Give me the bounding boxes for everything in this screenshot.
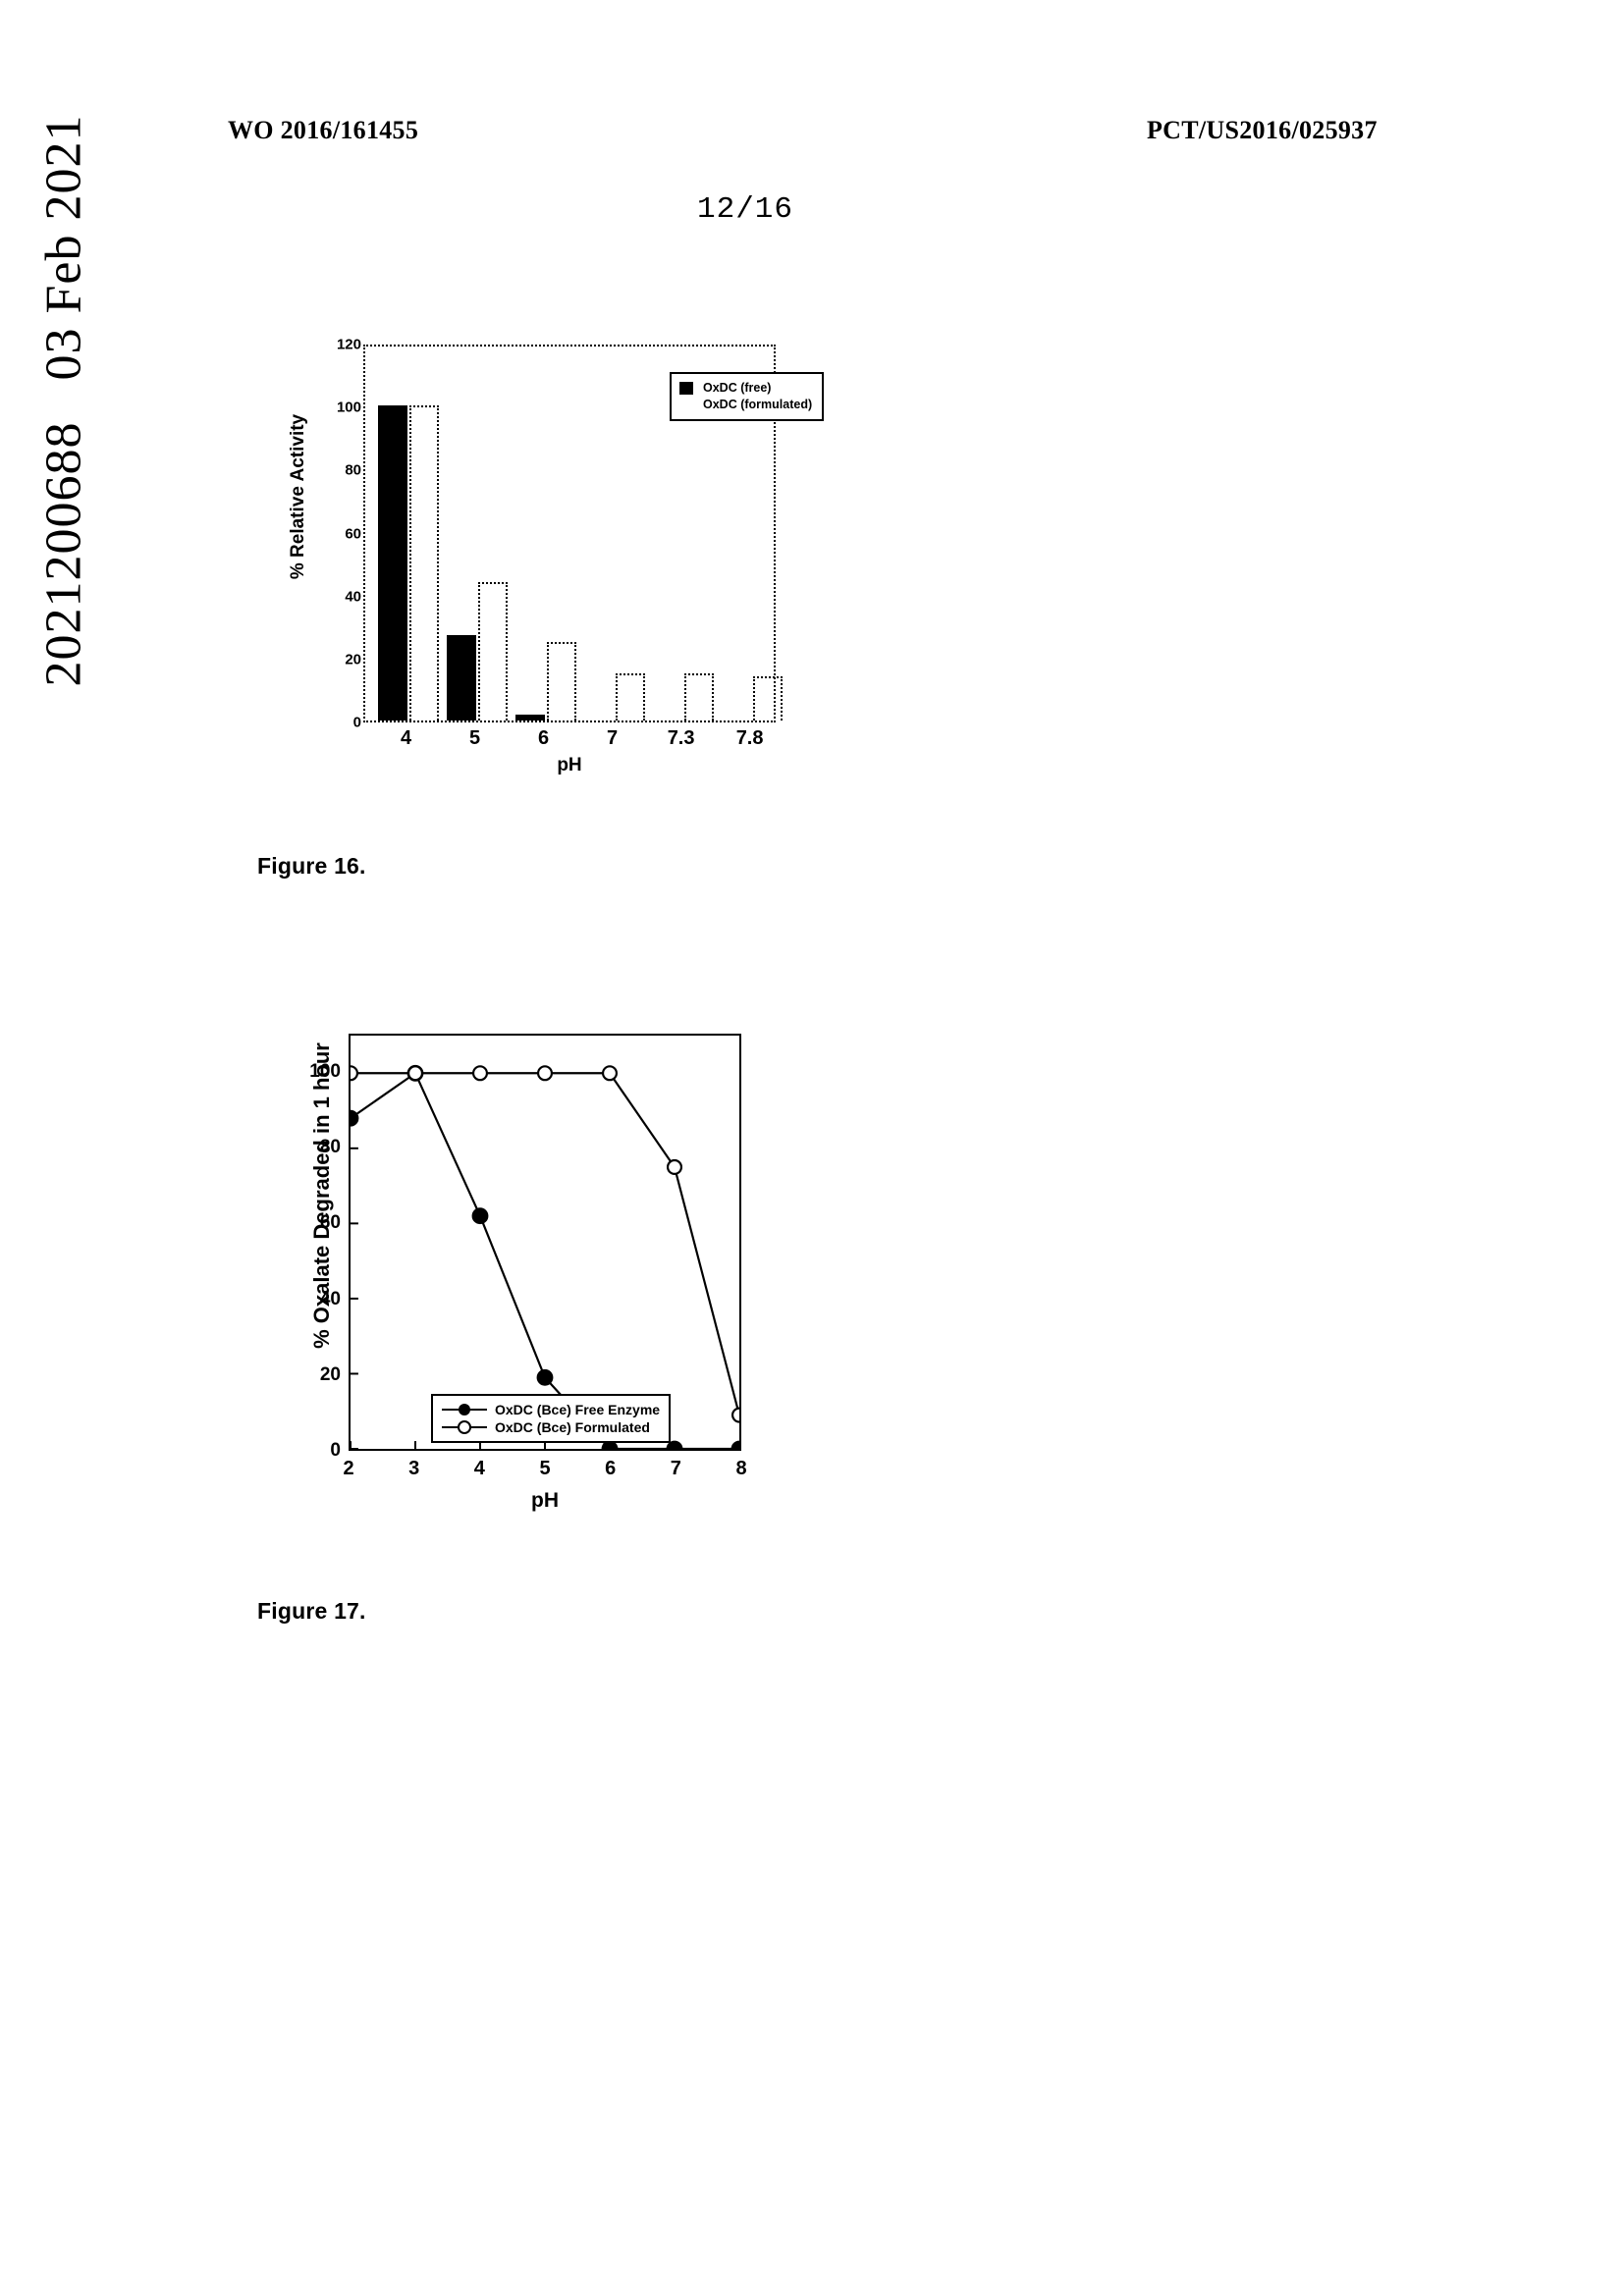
filled-square-icon bbox=[679, 381, 693, 395]
fig16-legend-label-free: OxDC (free) bbox=[703, 381, 772, 395]
side-stamp: 2021200688 03 Feb 2021 bbox=[35, 115, 93, 687]
fig16-xtick-label: 4 bbox=[401, 727, 412, 749]
fig16-ytick-40: 40 bbox=[345, 588, 361, 606]
fig17-xtick-label: 3 bbox=[408, 1458, 420, 1479]
fig16-y-axis-label: % Relative Activity bbox=[288, 413, 308, 580]
fig16-legend-row-free: OxDC (free) bbox=[679, 380, 812, 397]
fig17-ytick-60: 60 bbox=[319, 1212, 341, 1234]
figure-16-caption: Figure 16. bbox=[257, 853, 366, 879]
fig16-ytick-60: 60 bbox=[345, 525, 361, 542]
fig16-bar-formulated bbox=[408, 405, 439, 721]
fig17-ytick-100: 100 bbox=[309, 1060, 341, 1082]
side-stamp-application-number: 2021200688 bbox=[35, 421, 92, 687]
fig16-bar-formulated bbox=[683, 672, 714, 721]
fig16-x-axis-label: pH bbox=[557, 755, 582, 775]
figure-17-caption: Figure 17. bbox=[257, 1598, 366, 1624]
open-circle-line-icon bbox=[442, 1420, 487, 1435]
fig17-ytick-40: 40 bbox=[319, 1288, 341, 1309]
fig16-xtick-label: 6 bbox=[538, 727, 550, 749]
fig17-marker-open bbox=[601, 1065, 619, 1082]
page-number: 12/16 bbox=[697, 192, 794, 227]
fig17-marker-open bbox=[471, 1065, 489, 1082]
fig17-legend: OxDC (Bce) Free Enzyme OxDC (Bce) Formul… bbox=[431, 1394, 672, 1444]
filled-circle-line-icon bbox=[442, 1404, 487, 1416]
fig16-y-axis-ticks: 0 20 40 60 80 100 120 bbox=[312, 337, 361, 731]
fig17-xtick-label: 2 bbox=[343, 1458, 354, 1479]
fig17-plot-area: OxDC (Bce) Free Enzyme OxDC (Bce) Formul… bbox=[349, 1034, 741, 1451]
fig16-bar-formulated bbox=[477, 581, 508, 721]
fig16-legend-row-formulated: OxDC (formulated) bbox=[679, 397, 812, 413]
header-publication-number: WO 2016/161455 bbox=[228, 116, 419, 144]
fig16-legend-label-formulated: OxDC (formulated) bbox=[703, 397, 813, 411]
page-header: WO 2016/161455 PCT/US2016/025937 bbox=[0, 116, 1623, 155]
empty-square-icon bbox=[679, 399, 693, 411]
fig16-bar-free bbox=[377, 405, 407, 721]
fig17-marker-open bbox=[406, 1065, 424, 1082]
fig17-marker-filled bbox=[536, 1368, 554, 1386]
fig16-bar-group bbox=[584, 347, 653, 721]
fig17-marker-open bbox=[666, 1158, 683, 1175]
figure-17-chart: % Oxalate Degraded in 1 hour 0 20 40 60 … bbox=[275, 1006, 835, 1512]
fig17-x-axis-label: pH bbox=[531, 1489, 559, 1512]
fig17-y-axis-ticks: 0 20 40 60 80 100 bbox=[295, 1034, 349, 1461]
fig16-xtick-label: 7 bbox=[607, 727, 619, 749]
fig16-ytick-120: 120 bbox=[336, 336, 361, 353]
fig17-xtick-label: 5 bbox=[539, 1458, 551, 1479]
fig16-ytick-0: 0 bbox=[352, 714, 361, 731]
fig16-plot-area: OxDC (free) OxDC (formulated) bbox=[363, 345, 825, 722]
fig16-bar-group bbox=[446, 347, 515, 721]
fig17-marker-filled bbox=[471, 1207, 489, 1225]
fig17-marker-filled bbox=[351, 1109, 359, 1127]
fig17-xtick-label: 7 bbox=[670, 1458, 681, 1479]
fig16-bar-group bbox=[514, 347, 584, 721]
fig16-bar-group bbox=[722, 347, 790, 721]
fig16-bar-formulated bbox=[546, 641, 576, 721]
fig16-legend: OxDC (free) OxDC (formulated) bbox=[670, 372, 825, 421]
fig17-series-line bbox=[351, 1072, 739, 1449]
fig16-bar-formulated bbox=[752, 676, 783, 721]
fig16-bar-group bbox=[653, 347, 722, 721]
fig16-bar-free bbox=[446, 635, 476, 721]
fig17-marker-open bbox=[730, 1407, 739, 1423]
fig17-series-line bbox=[351, 1072, 739, 1415]
fig17-marker-open bbox=[536, 1065, 554, 1082]
fig17-marker-filled bbox=[730, 1440, 739, 1449]
fig16-ytick-20: 20 bbox=[345, 651, 361, 668]
fig17-series-svg bbox=[351, 1064, 739, 1449]
header-application-number: PCT/US2016/025937 bbox=[1147, 116, 1378, 144]
fig16-bar-formulated bbox=[615, 672, 645, 721]
fig16-xtick-label: 5 bbox=[469, 727, 481, 749]
fig17-legend-row-formulated: OxDC (Bce) Formulated bbox=[442, 1418, 660, 1436]
fig17-legend-label-free: OxDC (Bce) Free Enzyme bbox=[495, 1402, 661, 1417]
fig16-ytick-80: 80 bbox=[345, 461, 361, 479]
fig16-bar-group bbox=[377, 347, 447, 721]
figure-16-chart: % Relative Activity 0 20 40 60 80 100 12… bbox=[265, 337, 825, 800]
fig17-legend-row-free: OxDC (Bce) Free Enzyme bbox=[442, 1401, 660, 1418]
fig16-xtick-label: 7.8 bbox=[735, 727, 764, 749]
side-stamp-date: 03 Feb 2021 bbox=[35, 114, 92, 381]
fig16-ytick-100: 100 bbox=[336, 399, 361, 416]
fig17-xtick-label: 4 bbox=[473, 1458, 485, 1479]
fig16-bar-free bbox=[514, 714, 545, 721]
fig17-marker-open bbox=[351, 1065, 359, 1082]
fig17-ytick-80: 80 bbox=[319, 1136, 341, 1157]
fig17-ytick-20: 20 bbox=[319, 1363, 341, 1385]
fig17-ytick-0: 0 bbox=[330, 1440, 341, 1461]
fig17-xtick-label: 8 bbox=[735, 1458, 747, 1479]
fig17-xtick-label: 6 bbox=[605, 1458, 617, 1479]
fig16-xtick-label: 7.3 bbox=[667, 727, 695, 749]
fig17-legend-label-formulated: OxDC (Bce) Formulated bbox=[495, 1419, 650, 1436]
